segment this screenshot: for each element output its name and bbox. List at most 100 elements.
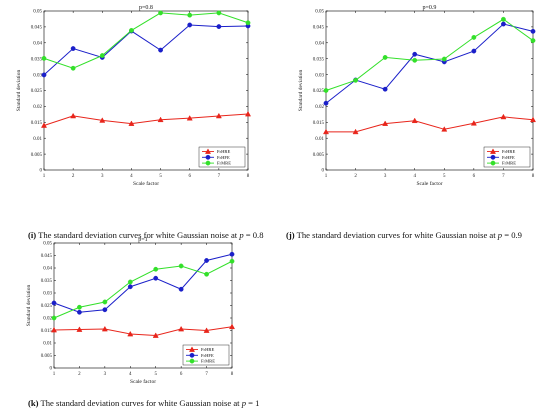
- legend-marker: [205, 154, 211, 160]
- data-point-FrHRE: [322, 128, 330, 135]
- chart-title: p=0.9: [423, 5, 437, 11]
- caption-k: (k) The standard deviation curves for wh…: [28, 398, 259, 408]
- y-tick-label: 0.045: [313, 26, 325, 31]
- y-tick-label: 0.01: [33, 137, 42, 142]
- y-tick-label: 0.025: [41, 304, 53, 309]
- data-point-FrMRE: [153, 266, 159, 272]
- data-point-FrMRE: [323, 88, 329, 93]
- legend-label: FrHRE: [502, 149, 515, 154]
- legend-box: [483, 146, 531, 168]
- y-tick-label: 0.045: [31, 26, 43, 31]
- chart-1: p=0.8 0 0.005 0.01 0.015 0.02 0.025 0.03 0.035 0.…: [16, 5, 252, 187]
- data-point-FrHRE: [128, 120, 135, 126]
- legend-label: FrMRE: [201, 359, 215, 364]
- data-point-FrHRE: [203, 327, 210, 333]
- data-point-FrHRE: [157, 116, 164, 123]
- x-tick-label: 2: [354, 174, 357, 179]
- y-tick-label: 0: [40, 169, 43, 174]
- data-point-FrHRE: [500, 113, 507, 120]
- data-point-FrHRE: [186, 115, 193, 121]
- x-tick-label: 3: [101, 174, 104, 179]
- chart-3: p=1 0 0.005 0.01 0.015 0.02 0.025 0.03 0.035 0.04…: [26, 237, 236, 385]
- data-point-FrHRE: [152, 332, 159, 338]
- series-line-FrMRE: [325, 18, 534, 91]
- y-tick-label: 0.025: [31, 89, 43, 94]
- data-point-FrHRE: [101, 325, 108, 332]
- data-point-FrMRE: [441, 56, 447, 62]
- x-tick-label: 3: [384, 174, 387, 179]
- y-tick-label: 0.04: [33, 42, 42, 47]
- caption-text: The standard deviation curves for white …: [38, 230, 240, 240]
- x-axis-label: Scale factor: [133, 180, 159, 187]
- data-point-FrMRE: [245, 20, 251, 26]
- y-tick-label: 0.005: [41, 354, 53, 359]
- data-point-FrMRE: [129, 27, 134, 33]
- data-point-FrHFE: [323, 100, 329, 106]
- series-line-FrMRE: [53, 260, 233, 319]
- y-tick-label: 0.05: [33, 10, 42, 15]
- data-point-FrMRE: [187, 12, 193, 18]
- legend-marker: [490, 154, 496, 160]
- legend-box: [182, 344, 230, 366]
- data-point-FrHRE: [127, 330, 134, 337]
- legend-marker: [188, 346, 196, 352]
- legend-marker: [489, 148, 497, 154]
- data-point-FrHRE: [40, 122, 48, 128]
- data-point-FrHRE: [470, 120, 477, 126]
- y-tick-label: 0.045: [41, 254, 53, 259]
- data-point-FrMRE: [412, 57, 418, 63]
- data-point-FrHFE: [382, 86, 388, 92]
- data-point-FrHFE: [51, 300, 57, 306]
- y-tick-label: 0.04: [43, 267, 52, 272]
- caption-label: (j): [286, 230, 295, 240]
- series-line-FrMRE: [43, 12, 249, 69]
- x-axis-label: Scale factor: [130, 378, 156, 385]
- data-point-FrHRE: [441, 126, 448, 132]
- caption-i: (i) The standard deviation curves for wh…: [28, 230, 264, 240]
- y-tick-label: 0.015: [313, 121, 325, 126]
- y-tick-label: 0.05: [315, 10, 324, 15]
- caption-text: The standard deviation curves for white …: [40, 398, 242, 408]
- y-axis-label: Standard deviation: [16, 70, 22, 112]
- x-tick-label: 7: [502, 174, 505, 179]
- data-point-FrMRE: [99, 53, 105, 58]
- data-point-FrMRE: [216, 10, 222, 16]
- data-point-FrMRE: [178, 263, 184, 269]
- data-point-FrHRE: [382, 120, 389, 126]
- data-point-FrMRE: [127, 279, 133, 285]
- x-tick-label: 5: [154, 372, 157, 377]
- caption-variable: p: [241, 398, 246, 408]
- data-point-FrMRE: [102, 299, 108, 305]
- caption-text: The standard deviation curves for white …: [296, 230, 498, 240]
- data-point-FrMRE: [41, 55, 47, 61]
- chart-title: p=0.8: [139, 5, 153, 11]
- data-point-FrHFE: [102, 307, 108, 313]
- caption-label: (i): [28, 230, 37, 240]
- data-point-FrHFE: [216, 24, 222, 29]
- data-point-FrHFE: [178, 286, 184, 292]
- data-point-FrMRE: [70, 65, 76, 71]
- y-tick-label: 0.02: [315, 105, 324, 110]
- caption-value: = 0.9: [502, 230, 522, 240]
- data-point-FrHRE: [76, 326, 83, 332]
- y-tick-label: 0.035: [41, 279, 53, 284]
- data-point-FrHFE: [158, 47, 163, 53]
- x-tick-label: 5: [159, 174, 162, 179]
- y-tick-label: 0.05: [43, 242, 52, 247]
- y-tick-label: 0.035: [313, 57, 325, 62]
- plot-frame: [43, 10, 249, 171]
- data-point-FrHFE: [127, 284, 133, 290]
- series-line-FrHFE: [325, 23, 534, 104]
- x-tick-label: 6: [473, 174, 476, 179]
- y-tick-label: 0.035: [31, 57, 43, 62]
- legend-marker: [205, 160, 211, 166]
- data-point-FrHRE: [529, 116, 537, 123]
- data-point-FrHRE: [178, 325, 185, 332]
- x-tick-label: 5: [443, 174, 446, 179]
- x-tick-label: 7: [205, 372, 208, 377]
- x-axis-label: Scale factor: [416, 180, 442, 187]
- data-point-FrHRE: [244, 110, 252, 117]
- x-tick-label: 6: [180, 372, 183, 377]
